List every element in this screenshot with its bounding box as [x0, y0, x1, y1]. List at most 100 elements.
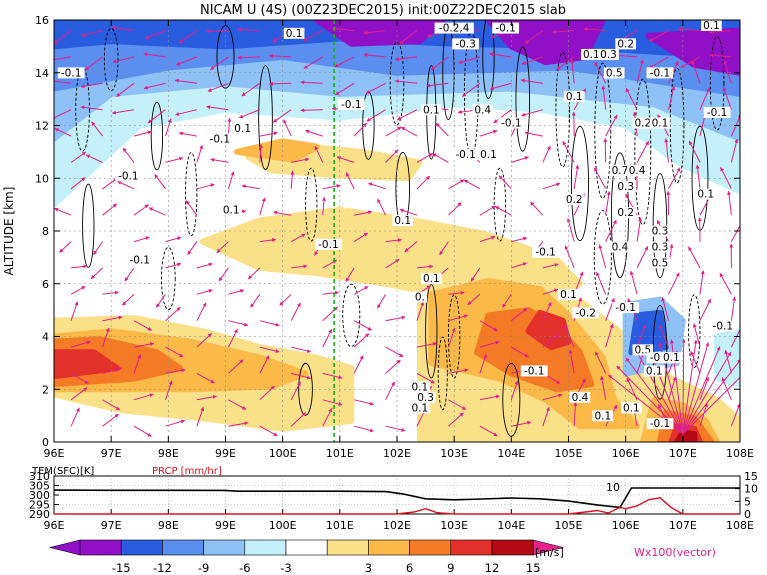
- wind-vector: [435, 122, 449, 137]
- color-bar-min-cap: [49, 539, 81, 556]
- wind-vector: [345, 172, 355, 190]
- wind-vector: [196, 289, 213, 295]
- wind-vector: [117, 180, 135, 190]
- x-tick-label: 96E: [44, 447, 65, 460]
- contour-label: 0.1: [412, 381, 429, 393]
- contour-label-box: [114, 170, 142, 182]
- wind-vector: [241, 184, 260, 190]
- y-axis-label: ALTITUDE [km]: [2, 187, 16, 276]
- contour-line: [150, 101, 164, 171]
- wind-vector: [573, 164, 580, 189]
- wind-vector: [228, 289, 245, 295]
- x-tick-label: 107E: [669, 447, 697, 460]
- wind-vector: [165, 262, 182, 269]
- color-bar-label: 12: [485, 561, 500, 575]
- wind-vector: [336, 156, 355, 163]
- wind-vector: [70, 407, 80, 427]
- wind-vector: [305, 129, 323, 137]
- wind-vector: [122, 293, 135, 306]
- wind-vector: [636, 350, 684, 435]
- wind-vector: [228, 359, 244, 374]
- contour-label-box: [558, 288, 579, 300]
- color-bar-boxes: [49, 539, 564, 556]
- contour-label: 0.1: [560, 289, 577, 301]
- color-bar-box: [326, 539, 369, 556]
- contour-label-box: [701, 19, 722, 31]
- wind-vector: [290, 381, 301, 401]
- contour-label-box: [626, 164, 648, 176]
- wind-vector: [321, 196, 326, 216]
- contour-label-box: [232, 122, 253, 134]
- color-bar-label: 6: [406, 561, 413, 575]
- wind-vector: [601, 85, 607, 110]
- y-tick-label: 14: [35, 67, 49, 80]
- contour-line: [437, 336, 448, 411]
- wind-vector: [688, 140, 701, 163]
- wind-vector: [520, 78, 543, 84]
- contour-line: [161, 246, 176, 311]
- contour-label: 0.2: [617, 207, 634, 219]
- color-bar-box: [368, 539, 410, 556]
- temperature-label: TEM(SFC)[K]: [31, 466, 94, 477]
- contour-label-box: [609, 164, 631, 176]
- wind-vector: [363, 52, 386, 58]
- wind-vector: [542, 182, 561, 190]
- right-tick-label: 0: [744, 508, 751, 521]
- contour-label: 0.3: [652, 226, 669, 238]
- contour-label-box: [569, 391, 591, 403]
- wind-vector: [196, 183, 215, 190]
- wind-vector: [600, 375, 607, 400]
- temperature-series-line: [53, 487, 740, 509]
- wind-vector: [461, 82, 481, 97]
- wind-vector: [426, 82, 449, 88]
- wind-vector: [196, 333, 212, 348]
- wind-vector: [691, 60, 701, 84]
- wind-vector: [385, 346, 404, 358]
- wind-vector: [681, 338, 686, 435]
- wind-vector: [571, 111, 576, 137]
- wind-vector: [322, 328, 333, 348]
- contour-line: [555, 52, 571, 168]
- wind-vector: [322, 399, 343, 406]
- contour-label: -0.1: [455, 149, 476, 161]
- wind-vector: [154, 174, 166, 190]
- contour-label-box: [632, 117, 654, 129]
- lower-x-tick-label: 97E: [101, 519, 122, 532]
- color-bar-max-cap: [532, 539, 564, 556]
- wind-vector: [283, 119, 292, 137]
- color-bar-box: [203, 539, 246, 556]
- wind-vector: [165, 118, 172, 137]
- wind-vector: [699, 87, 710, 110]
- contour-label-box: [532, 246, 560, 258]
- wind-vector: [416, 264, 434, 269]
- wind-vector: [385, 381, 395, 401]
- wind-vector: [479, 425, 498, 437]
- right-tick-label: 5: [744, 495, 751, 508]
- wind-vector: [133, 342, 155, 348]
- wind-vector: [290, 170, 295, 189]
- wind-vector: [70, 285, 86, 295]
- contour-line: [389, 41, 405, 126]
- contour-label: -0.1: [495, 23, 516, 35]
- contour-label-box: [472, 104, 494, 116]
- wind-vector: [677, 26, 701, 32]
- lower-x-tick-label: 103E: [440, 519, 468, 532]
- color-bar-label: -6: [239, 561, 250, 575]
- wind-vector: [658, 324, 669, 348]
- x-tick-label: 99E: [215, 447, 236, 460]
- wind-vector: [542, 393, 563, 401]
- wind-vector: [692, 323, 701, 348]
- wind-vector: [668, 85, 676, 110]
- wind-vector: [174, 78, 197, 84]
- wind-vector: [723, 60, 732, 84]
- contour-label-box: [603, 67, 625, 79]
- wind-vector: [290, 302, 301, 321]
- contour-label-box: [695, 188, 716, 200]
- wind-vector: [59, 241, 72, 253]
- wind-vector: [71, 264, 88, 269]
- wind-vector: [322, 372, 343, 380]
- wind-vector: [216, 241, 229, 254]
- wind-vector: [322, 184, 341, 190]
- wind-vector: [354, 210, 373, 216]
- contour-label-box: [563, 193, 585, 205]
